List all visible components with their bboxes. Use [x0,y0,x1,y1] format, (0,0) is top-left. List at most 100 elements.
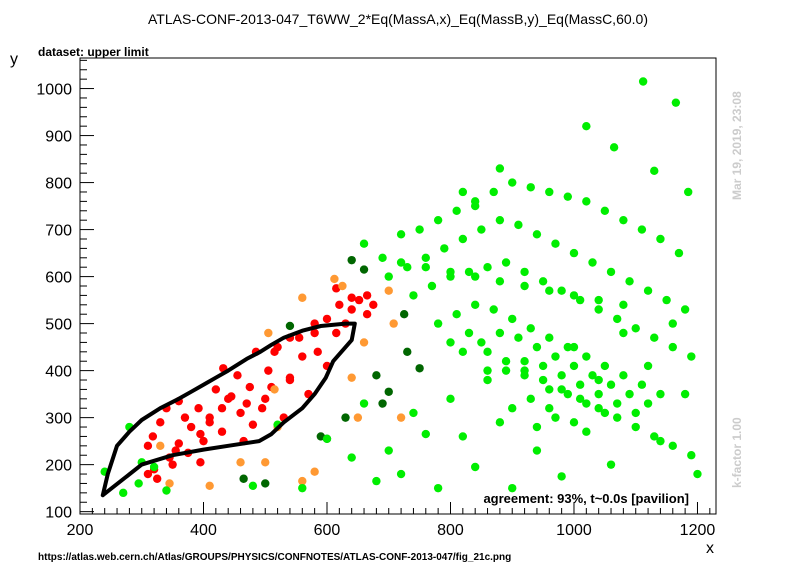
data-point-excluded [205,413,214,422]
data-point-borderline-excluded [298,476,307,486]
data-point-allowed [532,342,542,352]
data-point-allowed [495,215,505,225]
data-point-allowed [396,469,406,479]
data-point-borderline-excluded [310,467,319,476]
data-point-allowed [582,352,591,361]
data-point-allowed [489,187,498,197]
data-point-allowed [470,462,480,472]
data-point-allowed [433,483,443,493]
y-tick-label: 900 [45,129,72,146]
data-point-excluded [194,404,203,413]
data-point-allowed [384,446,393,455]
data-point-excluded [248,420,258,429]
data-point-allowed [483,262,492,272]
data-point-allowed [372,476,381,486]
data-point-borderline-excluded [236,458,245,467]
data-point-allowed [508,178,517,187]
data-point-allowed [532,446,542,455]
data-point-borderline-allowed [285,321,295,331]
data-point-excluded [180,413,190,422]
data-point-allowed [545,286,554,295]
data-point-allowed [582,197,591,206]
data-point-allowed [359,239,369,248]
data-point-excluded [245,382,255,392]
data-point-excluded [143,469,153,479]
x-axis: 200 400 600 800 1000 1200 [67,502,716,539]
data-point-borderline-allowed [261,479,270,488]
data-point-allowed [613,413,622,422]
data-point-allowed [421,253,430,262]
data-point-allowed [545,404,554,413]
data-point-allowed [452,310,461,319]
data-point-borderline-allowed [378,399,387,408]
data-point-allowed [619,300,628,310]
data-point-allowed [569,342,579,352]
data-point-allowed [526,324,535,333]
data-point-allowed [495,277,505,286]
data-point-allowed [508,404,517,413]
data-point-allowed [403,262,412,272]
data-point-allowed [501,366,511,375]
data-point-allowed [609,143,619,152]
data-point-allowed [582,121,591,131]
data-point-allowed [409,408,418,418]
data-point-allowed [446,394,455,404]
data-point-allowed [668,319,677,328]
data-point-allowed [582,399,591,408]
data-point-allowed [298,483,307,493]
data-point-allowed [637,380,647,389]
data-point-allowed [149,462,159,472]
data-point-allowed [606,460,616,469]
data-point-excluded [285,375,295,385]
data-point-allowed [464,267,474,277]
data-point-borderline-excluded [396,413,406,422]
data-point-allowed [495,164,505,173]
data-point-allowed [433,319,443,328]
agreement-label: agreement: 93%, t~0.0s [pavilion] [483,491,689,506]
y-tick-label: 600 [45,270,72,287]
data-point-allowed [575,380,585,389]
data-point-allowed [458,432,468,441]
y-tick-label: 400 [45,364,72,381]
data-point-allowed [545,333,554,342]
data-point-excluded [313,347,322,357]
data-point-excluded [196,429,205,439]
data-point-allowed [483,375,492,385]
data-point-allowed [501,357,511,366]
data-point-allowed [631,422,640,432]
data-point-allowed [613,399,622,408]
y-tick-label: 500 [45,317,72,334]
y-tick-label: 300 [45,411,72,428]
data-point-allowed [458,347,468,357]
data-point-excluded [211,385,221,394]
data-point-allowed [668,441,677,451]
data-point-allowed [631,408,640,418]
data-point-allowed [575,394,585,404]
data-point-allowed [637,225,647,234]
data-points [100,77,702,498]
data-point-allowed [619,215,628,225]
data-point-borderline-allowed [359,265,369,274]
x-tick-label: 800 [437,522,464,539]
data-point-excluded [233,371,242,380]
y-tick-label: 100 [45,505,72,522]
data-point-allowed [588,258,597,267]
data-point-excluded [227,392,236,401]
data-point-allowed [594,404,603,413]
data-point-allowed [693,469,702,479]
data-point-borderline-allowed [372,371,381,380]
data-point-allowed [650,432,659,441]
data-point-allowed [508,314,517,324]
data-point-excluded [362,291,372,300]
data-point-allowed [563,389,573,399]
data-point-excluded [168,460,177,469]
data-point-excluded [347,293,356,302]
data-point-borderline-excluded [270,385,279,394]
data-point-allowed [656,234,665,244]
data-point-excluded [174,439,183,448]
x-tick-label: 1200 [680,522,716,539]
data-point-borderline-allowed [239,474,248,483]
data-point-allowed [588,371,597,380]
chart-title: ATLAS-CONF-2013-047_T6WW_2*Eq(MassA,x)_E… [148,11,648,27]
source-url: https://atlas.web.cern.ch/Atlas/GROUPS/P… [38,552,511,563]
